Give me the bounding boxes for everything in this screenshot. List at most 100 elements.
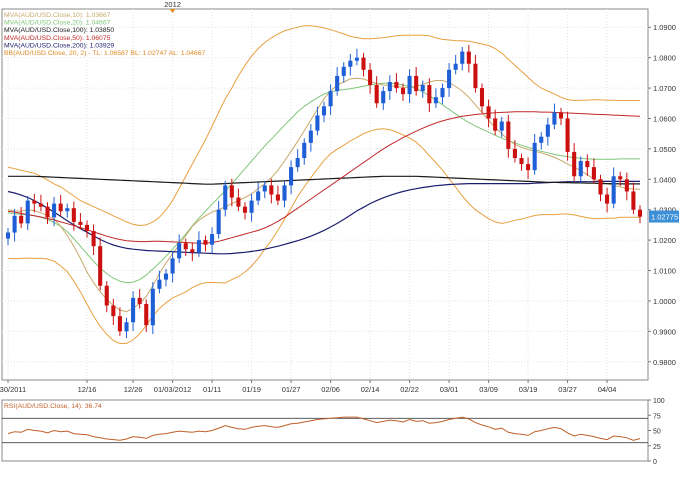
price-tick-label: 1.0500 (653, 145, 676, 154)
candle-body (368, 69, 373, 86)
candle-body (163, 273, 169, 280)
x-tick-label: 03/27 (558, 385, 577, 394)
x-tick-label: 02/22 (400, 385, 419, 394)
candle-body (519, 158, 524, 165)
candle-body (624, 179, 629, 192)
candle-body (229, 185, 234, 198)
candle-body (374, 85, 379, 104)
candle-body (420, 85, 425, 92)
candle-body (170, 258, 175, 274)
legend-entry: BB(AUD/USD.Close, 20, 2) - TL: 1.06587 B… (4, 50, 205, 57)
candle-body (282, 185, 287, 201)
legend-entry: MVA(AUD/USD.Close,200): 1.03929 (4, 42, 114, 49)
candle-body (302, 142, 307, 159)
price-tick-label: 1.0400 (653, 175, 676, 184)
candle-body (361, 57, 366, 70)
rsi-tick-label: 75 (653, 413, 661, 420)
candle-body (598, 179, 603, 195)
candle-body (328, 91, 333, 107)
candle-body (572, 151, 577, 177)
price-tick-label: 1.0100 (653, 267, 676, 276)
rsi-tick-label: 0 (653, 459, 657, 466)
candle-body (91, 230, 96, 247)
candle-body (58, 203, 63, 212)
price-tick-label: 0.9800 (653, 358, 676, 367)
candle-body (585, 161, 590, 168)
x-tick-label: 12/16 (78, 385, 97, 394)
price-tick-label: 1.0600 (653, 114, 676, 123)
candle-body (321, 106, 327, 116)
candle-body (308, 130, 313, 143)
candle-body (460, 51, 465, 64)
candle-body (473, 63, 478, 89)
price-tick-label: 1.0700 (653, 84, 676, 93)
candle-body (400, 88, 406, 95)
candle-body (19, 215, 24, 224)
candle-body (275, 194, 280, 201)
candle-body (539, 136, 544, 143)
candle-body (605, 194, 610, 204)
price-tick-label: 1.0900 (653, 23, 676, 32)
candle-body (12, 215, 17, 233)
candle-body (78, 221, 83, 225)
candle-body (479, 88, 485, 107)
ma50-line (7, 111, 641, 244)
price-tick-label: 1.0000 (653, 297, 676, 306)
candle-body (98, 246, 103, 286)
candle-body (387, 81, 392, 92)
rsi-tick-label: 25 (653, 444, 661, 451)
candle-body (591, 167, 596, 180)
candle-body (45, 206, 50, 218)
candle-body (447, 69, 452, 89)
rsi-tick-label: 50 (653, 429, 661, 436)
candle-body (124, 322, 129, 332)
candle-body (249, 200, 254, 213)
candle-body (84, 224, 90, 231)
bollinger-lower-line (7, 128, 640, 344)
candle-body (137, 297, 142, 304)
candle-body (618, 176, 623, 180)
candle-body (52, 203, 57, 218)
candle-body (637, 209, 643, 217)
candle-body (545, 124, 550, 137)
candle-body (565, 118, 570, 152)
candle-body (453, 63, 458, 70)
x-tick-label: 01/19 (242, 385, 261, 394)
candle-body (466, 51, 471, 64)
candle-body (295, 158, 300, 168)
candle-body (348, 60, 353, 67)
candle-body (256, 191, 261, 201)
candle-body (552, 112, 557, 125)
candle-body (32, 200, 37, 204)
candle-body (216, 209, 221, 235)
legend-entry: MVA(AUD/USD.Close,20): 1.04667 (4, 20, 111, 27)
candle-body (315, 115, 320, 131)
candle-body (196, 240, 201, 253)
x-tick-label: 01/27 (282, 385, 301, 394)
ma200-line (7, 180, 640, 255)
candle-body (242, 206, 248, 213)
candle-body (433, 97, 438, 104)
candle-body (414, 75, 419, 92)
candle-body (236, 197, 241, 207)
candle-body (427, 85, 432, 104)
candle-body (506, 121, 511, 149)
candle-body (407, 75, 412, 95)
x-tick-label: 03/19 (519, 385, 538, 394)
candle-body (289, 167, 294, 186)
price-tick-label: 0.9900 (653, 327, 676, 336)
rsi-label: RSI(AUD/USD.Close, 14): 36.74 (4, 403, 102, 410)
year-marker-triangle (169, 9, 176, 13)
rsi-line (7, 416, 641, 441)
candle-body (5, 232, 11, 239)
candle-body (381, 91, 386, 104)
candle-body (157, 279, 162, 289)
candle-body (177, 243, 182, 259)
candle-body (512, 148, 517, 159)
candle-body (440, 88, 445, 98)
candle-body (499, 121, 504, 131)
last-price-box (649, 210, 679, 223)
candle-body (269, 185, 274, 195)
x-tick-label: 01/03/2012 (154, 385, 192, 394)
